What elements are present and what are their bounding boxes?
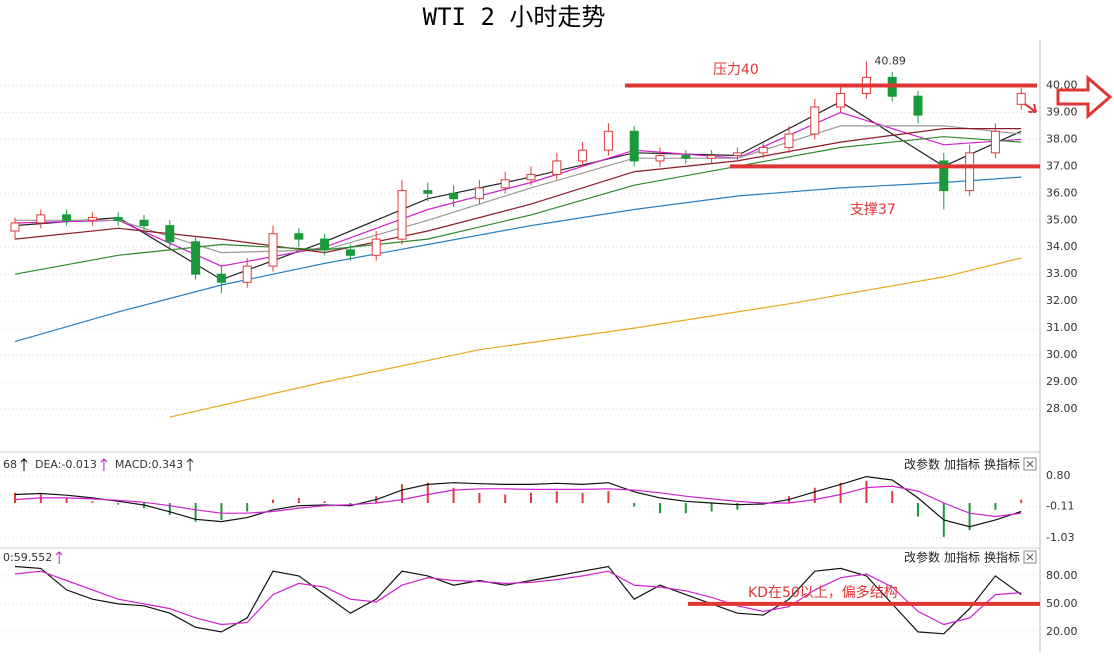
toolbar-button[interactable]: 加指标 — [944, 457, 980, 472]
candle-body — [320, 238, 330, 251]
candle-body — [268, 233, 278, 267]
candle-body — [345, 249, 355, 256]
series-line — [169, 257, 1022, 418]
candle-body — [423, 190, 433, 194]
y-tick-label: 36.00 — [1046, 186, 1078, 199]
toolbar-button[interactable]: 改参数 — [904, 550, 940, 565]
candle-body — [939, 160, 949, 192]
candle-body — [836, 93, 846, 108]
candle-body — [965, 152, 975, 192]
y-tick-label: 20.00 — [1046, 625, 1078, 638]
series-line — [14, 128, 1022, 254]
candle-body — [216, 273, 226, 283]
candle-body — [36, 214, 46, 224]
annotation: KD在50以上，偏多结构 — [748, 584, 898, 601]
y-tick-label: 34.00 — [1046, 240, 1078, 253]
toolbar-button[interactable]: 加指标 — [944, 550, 980, 565]
y-tick-label: 33.00 — [1046, 267, 1078, 280]
candle-body — [526, 173, 536, 181]
y-tick-label: 38.00 — [1046, 132, 1078, 145]
candle-body — [784, 133, 794, 148]
y-tick-label: -1.03 — [1046, 531, 1074, 544]
y-tick-label: 39.00 — [1046, 105, 1078, 118]
peak-label: 40.89 — [874, 54, 906, 67]
candle-body — [500, 179, 510, 189]
series-line — [14, 475, 1022, 528]
y-tick-label: 30.00 — [1046, 348, 1078, 361]
candle-body — [913, 95, 923, 116]
close-icon — [1026, 553, 1034, 561]
candle-body — [681, 155, 691, 159]
y-tick-label: -0.11 — [1046, 500, 1074, 513]
y-tick-label: 37.00 — [1046, 159, 1078, 172]
arrow-icon — [186, 458, 194, 471]
candle-body — [707, 155, 717, 159]
candle-body — [165, 225, 175, 243]
toolbar-button[interactable]: 换指标 — [984, 550, 1020, 565]
candle-body — [552, 160, 562, 175]
indicator-value: MACD:0.343 — [115, 458, 183, 471]
y-tick-label: 40.00 — [1046, 78, 1078, 91]
series-line — [15, 125, 1022, 254]
candle-body — [397, 190, 407, 240]
candle-body — [629, 130, 639, 162]
indicator-value: 68 — [3, 458, 17, 471]
candle-body — [578, 149, 588, 162]
y-tick-label: 29.00 — [1046, 375, 1078, 388]
candle-body — [191, 241, 201, 275]
candle-body — [758, 146, 768, 154]
candle-body — [294, 233, 304, 240]
candle-body — [371, 238, 381, 256]
series-line — [14, 485, 1022, 518]
annotation: 支撑37 — [850, 202, 896, 218]
toolbar-button[interactable]: 换指标 — [984, 457, 1020, 472]
annotation: 压力40 — [713, 62, 759, 78]
candle-body — [603, 130, 613, 151]
candle-body — [449, 192, 459, 200]
candle-body — [62, 214, 72, 221]
candle-body — [139, 219, 149, 227]
candle-body — [113, 217, 123, 221]
candle-body — [655, 155, 665, 162]
y-tick-label: 35.00 — [1046, 213, 1078, 226]
candle-body — [10, 222, 20, 232]
candle-body — [87, 217, 97, 221]
y-tick-label: 32.00 — [1046, 294, 1078, 307]
y-tick-label: 28.00 — [1046, 402, 1078, 415]
y-tick-label: 50.00 — [1046, 597, 1078, 610]
candle-body — [474, 187, 484, 200]
candle-body — [810, 106, 820, 135]
series-line — [14, 570, 1022, 626]
candle-body — [242, 265, 252, 283]
close-icon — [1026, 460, 1034, 468]
arrow-icon — [100, 458, 108, 471]
chart-title: WTI 2 小时走势 — [423, 3, 606, 31]
candle-body — [732, 152, 742, 157]
candle-body — [1016, 93, 1026, 105]
arrow-icon — [55, 551, 63, 564]
arrow-icon — [20, 458, 28, 471]
series-line — [14, 176, 1022, 343]
y-tick-label: 31.00 — [1046, 321, 1078, 334]
toolbar-button[interactable]: 改参数 — [904, 457, 940, 472]
series-line — [14, 136, 1022, 275]
y-tick-label: 80.00 — [1046, 569, 1078, 582]
indicator-value: DEA:-0.013 — [35, 458, 97, 471]
arrow-icon — [1056, 74, 1113, 120]
y-tick-label: 0.80 — [1046, 469, 1071, 482]
candle-body — [990, 130, 1000, 154]
indicator-value: 0:59.552 — [3, 551, 52, 564]
